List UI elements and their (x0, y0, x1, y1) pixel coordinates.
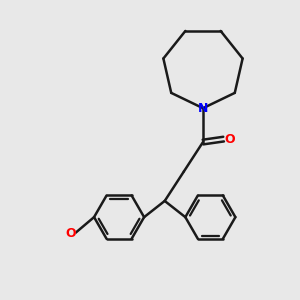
Text: O: O (225, 133, 236, 146)
Text: N: N (198, 102, 208, 115)
Text: O: O (65, 227, 76, 240)
